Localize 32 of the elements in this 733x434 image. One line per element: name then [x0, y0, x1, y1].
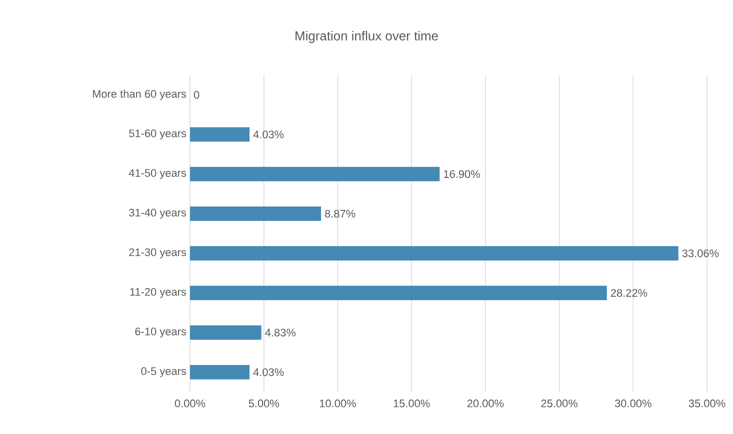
data-label: 4.03% — [253, 368, 284, 376]
bar — [190, 127, 250, 142]
y-tick-label: More than 60 years — [92, 90, 186, 100]
y-tick-label: 21-30 years — [129, 248, 186, 258]
bar — [190, 166, 440, 182]
y-tick-label: 6-10 years — [135, 328, 186, 338]
y-tick-label: 41-50 years — [128, 169, 186, 180]
x-tick-label: 30.00% — [614, 400, 652, 408]
bar — [190, 325, 262, 340]
data-label: 4.03% — [253, 130, 284, 138]
y-tick-label: 31-40 years — [129, 208, 186, 219]
data-label: 0 — [194, 90, 200, 99]
y-tick-label: 0-5 years — [141, 367, 186, 378]
x-tick-label: 5.00% — [248, 400, 279, 408]
y-tick-label: 51-60 years — [129, 129, 186, 140]
y-tick-label: 11-20 years — [130, 288, 186, 298]
bar — [190, 246, 678, 260]
x-tick-label: 20.00% — [467, 400, 504, 408]
bar — [190, 365, 250, 380]
chart-title: Migration influx over time — [296, 30, 438, 44]
data-label: 28.22% — [610, 289, 648, 297]
data-label: 16.90% — [444, 170, 480, 178]
data-label: 4.83% — [265, 328, 296, 336]
bar — [190, 206, 322, 221]
x-tick-label: 10.00% — [320, 400, 356, 408]
data-label: 8.87% — [325, 210, 356, 218]
x-tick-label: 35.00% — [688, 400, 726, 408]
data-label: 33.06% — [682, 249, 719, 258]
x-tick-label: 0.00% — [174, 400, 206, 408]
x-tick-label: 15.00% — [394, 400, 430, 408]
x-tick-label: 25.00% — [541, 400, 578, 408]
bar — [190, 286, 607, 300]
